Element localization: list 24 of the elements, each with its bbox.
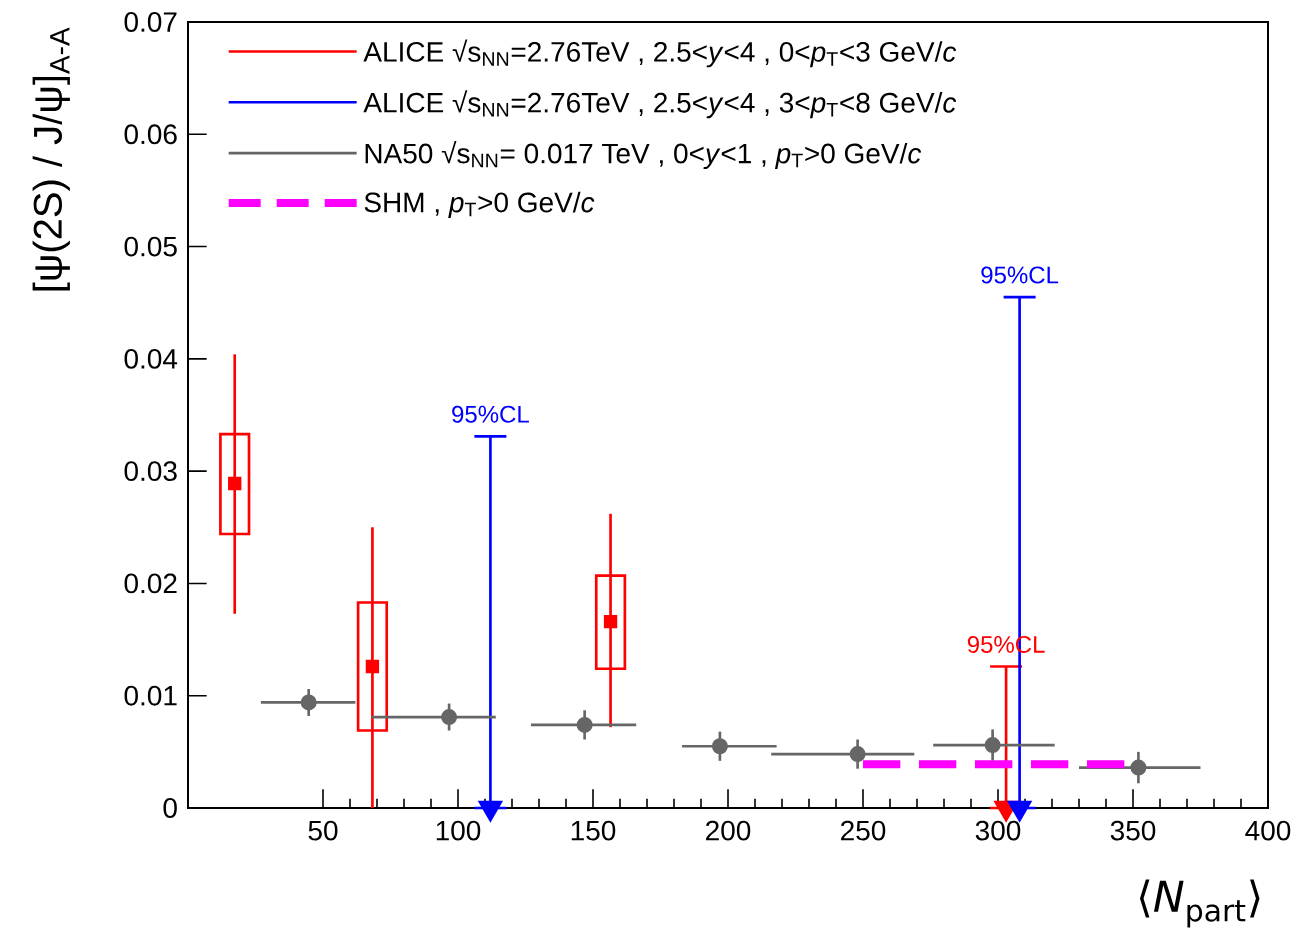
y-tick-label: 0.06	[124, 124, 177, 145]
y-tick-label: 0.04	[124, 348, 178, 369]
y-tick-label: 0	[163, 798, 177, 818]
text: ALICE √s$_{NN}$=2.76TeV , 2.5<y<4 , 0<p$_{T}$<3 GeV/c	[363, 39, 957, 68]
y-tick-label: 0.07	[124, 12, 177, 32]
y-tick-label: 0.02	[124, 573, 177, 594]
x-tick-label: 100	[436, 820, 481, 841]
x-tick-label: 350	[1110, 820, 1156, 841]
legend-label: SHM , p$_{T}$>0 GeV/c	[364, 191, 595, 218]
y-axis-title: [ψ(2S) / J/ψ]$_{A-A}$	[32, 27, 70, 291]
annotation: 95%CL	[452, 405, 529, 423]
y-tick-label: 0.05	[124, 236, 177, 257]
x-tick-label: 50	[308, 820, 338, 841]
x-tick-label: 200	[706, 820, 751, 841]
x-tick-label: 250	[841, 820, 886, 841]
y-tick-label: 0.01	[124, 685, 177, 706]
x-tick-label: 300	[975, 820, 1021, 841]
text: ALICE √s$_{NN}$=2.76TeV , 2.5<y<4 , 3<p$_{T}$<8 GeV/c	[363, 90, 957, 119]
y-tick-label: 0.03	[124, 461, 177, 482]
text: NA50 √s$_{NN}$= 0.017 TeV , 0<y<1 , p$_{T}$>0 GeV/c	[365, 141, 922, 169]
x-tick-label: 150	[571, 820, 616, 841]
annotation: 95%CL	[981, 266, 1059, 284]
x-tick-label: 400	[1245, 820, 1291, 841]
x-axis-title: ⟨N$_{part}$⟩	[1139, 879, 1260, 928]
